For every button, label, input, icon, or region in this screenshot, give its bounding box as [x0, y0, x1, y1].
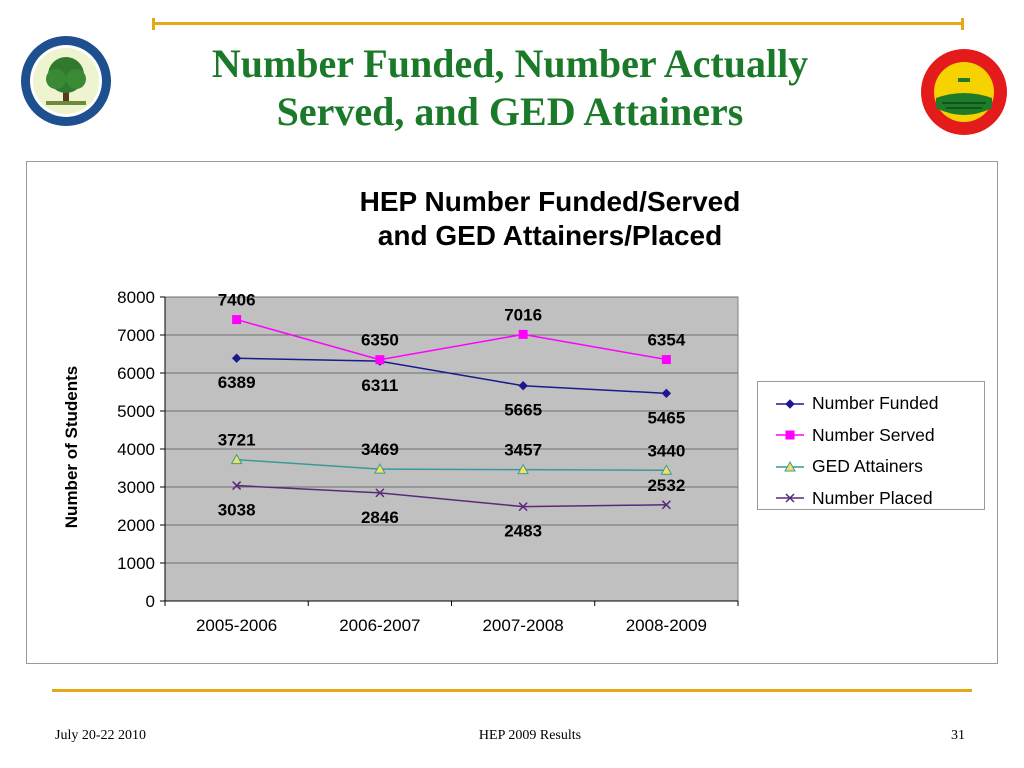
data-point-number-placed	[661, 500, 671, 510]
y-tick-label: 3000	[117, 478, 155, 497]
bottom-rule	[52, 689, 972, 692]
data-label-number-funded: 5665	[504, 401, 542, 420]
slide-title: Number Funded, Number Actually Served, a…	[150, 40, 870, 136]
x-tick-label: 2008-2009	[626, 616, 707, 635]
y-tick-label: 4000	[117, 440, 155, 459]
y-tick-label: 5000	[117, 402, 155, 421]
data-point-number-funded	[518, 381, 528, 391]
legend-swatch-ged-attainers	[776, 460, 804, 472]
y-tick-label: 1000	[117, 554, 155, 573]
series-line-ged-attainers	[236, 458, 667, 472]
data-label-number-served: 7016	[504, 305, 542, 324]
y-tick-label: 7000	[117, 326, 155, 345]
chart-title-line-1: HEP Number Funded/Served	[359, 186, 741, 217]
migrant-education-logo-icon	[921, 49, 1007, 135]
data-point-number-placed	[518, 502, 528, 512]
legend-swatch-number-served	[776, 430, 804, 440]
data-point-number-served	[661, 355, 671, 365]
data-point-number-served	[518, 329, 528, 339]
series-line-number-served	[236, 318, 667, 361]
y-tick-label: 0	[146, 592, 155, 611]
legend-item-number-funded: Number Funded	[758, 388, 984, 420]
data-label-number-placed: 3038	[218, 501, 256, 520]
y-tick-label: 8000	[117, 288, 155, 307]
series-line-number-placed	[236, 484, 667, 508]
footer-date: July 20-22 2010	[55, 728, 146, 743]
slide-title-line-2: Served, and GED Attainers	[276, 89, 744, 134]
data-label-ged-attainers: 3457	[504, 441, 542, 460]
x-tick-label: 2006-2007	[339, 616, 420, 635]
data-label-ged-attainers: 3469	[361, 440, 399, 459]
legend-swatch-number-funded	[776, 399, 804, 409]
x-tick-label: 2005-2006	[196, 616, 277, 635]
data-label-number-placed: 2483	[504, 522, 542, 541]
x-tick-label: 2007-2008	[482, 616, 563, 635]
chart-legend: Number Funded Number Served GED Attainers N…	[757, 381, 985, 510]
y-tick-label: 2000	[117, 516, 155, 535]
legend-label: GED Attainers	[812, 456, 923, 477]
data-point-number-funded	[661, 388, 672, 399]
slide-title-line-1: Number Funded, Number Actually	[211, 41, 809, 86]
data-point-ged-attainers	[517, 463, 529, 475]
y-tick-label: 6000	[117, 364, 155, 383]
legend-label: Number Funded	[812, 393, 939, 414]
data-label-number-served: 6354	[647, 331, 685, 350]
data-point-number-served	[232, 315, 242, 325]
data-point-number-served	[375, 355, 385, 365]
data-label-ged-attainers: 3721	[218, 431, 256, 450]
data-label-number-placed: 2532	[647, 476, 685, 495]
chart-title-line-2: and GED Attainers/Placed	[377, 220, 723, 251]
department-of-education-seal-icon	[21, 36, 111, 126]
data-label-number-funded: 6389	[218, 373, 256, 392]
footer-page-number: 31	[951, 728, 965, 743]
data-label-number-served: 7406	[218, 291, 256, 310]
data-point-ged-attainers	[230, 453, 243, 465]
top-rule	[152, 18, 964, 30]
legend-label: Number Served	[812, 424, 935, 445]
series-line-number-funded	[236, 357, 667, 395]
data-point-number-placed	[375, 488, 385, 498]
footer-title: HEP 2009 Results	[478, 728, 582, 743]
legend-item-ged-attainers: GED Attainers	[758, 451, 984, 483]
legend-item-number-placed: Number Placed	[758, 483, 984, 515]
data-point-number-funded	[231, 353, 242, 363]
data-label-number-placed: 2846	[361, 508, 399, 527]
data-point-ged-attainers	[660, 464, 673, 475]
legend-swatch-number-placed	[776, 493, 804, 503]
data-label-ged-attainers: 3440	[647, 441, 685, 460]
data-label-number-funded: 6311	[361, 376, 398, 395]
chart-title: HEP Number Funded/Served and GED Attaine…	[250, 185, 850, 253]
legend-item-number-served: Number Served	[758, 420, 984, 452]
data-point-number-placed	[232, 481, 242, 491]
data-label-number-funded: 5465	[647, 408, 685, 427]
data-point-ged-attainers	[374, 463, 386, 474]
data-label-number-served: 6350	[361, 331, 399, 350]
y-axis-label: Number of Students	[62, 366, 81, 528]
legend-label: Number Placed	[812, 487, 933, 508]
